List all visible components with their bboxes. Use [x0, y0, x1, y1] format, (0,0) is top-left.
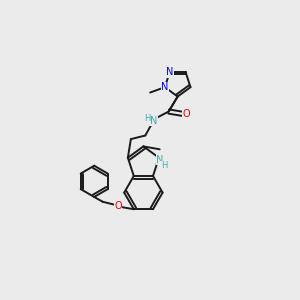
- Text: O: O: [183, 109, 190, 119]
- Text: H: H: [161, 161, 167, 170]
- Text: N: N: [166, 67, 173, 77]
- Text: N: N: [150, 116, 158, 125]
- Text: H: H: [144, 114, 150, 123]
- Text: O: O: [114, 201, 122, 211]
- Text: N: N: [161, 82, 169, 92]
- Text: N: N: [156, 155, 164, 165]
